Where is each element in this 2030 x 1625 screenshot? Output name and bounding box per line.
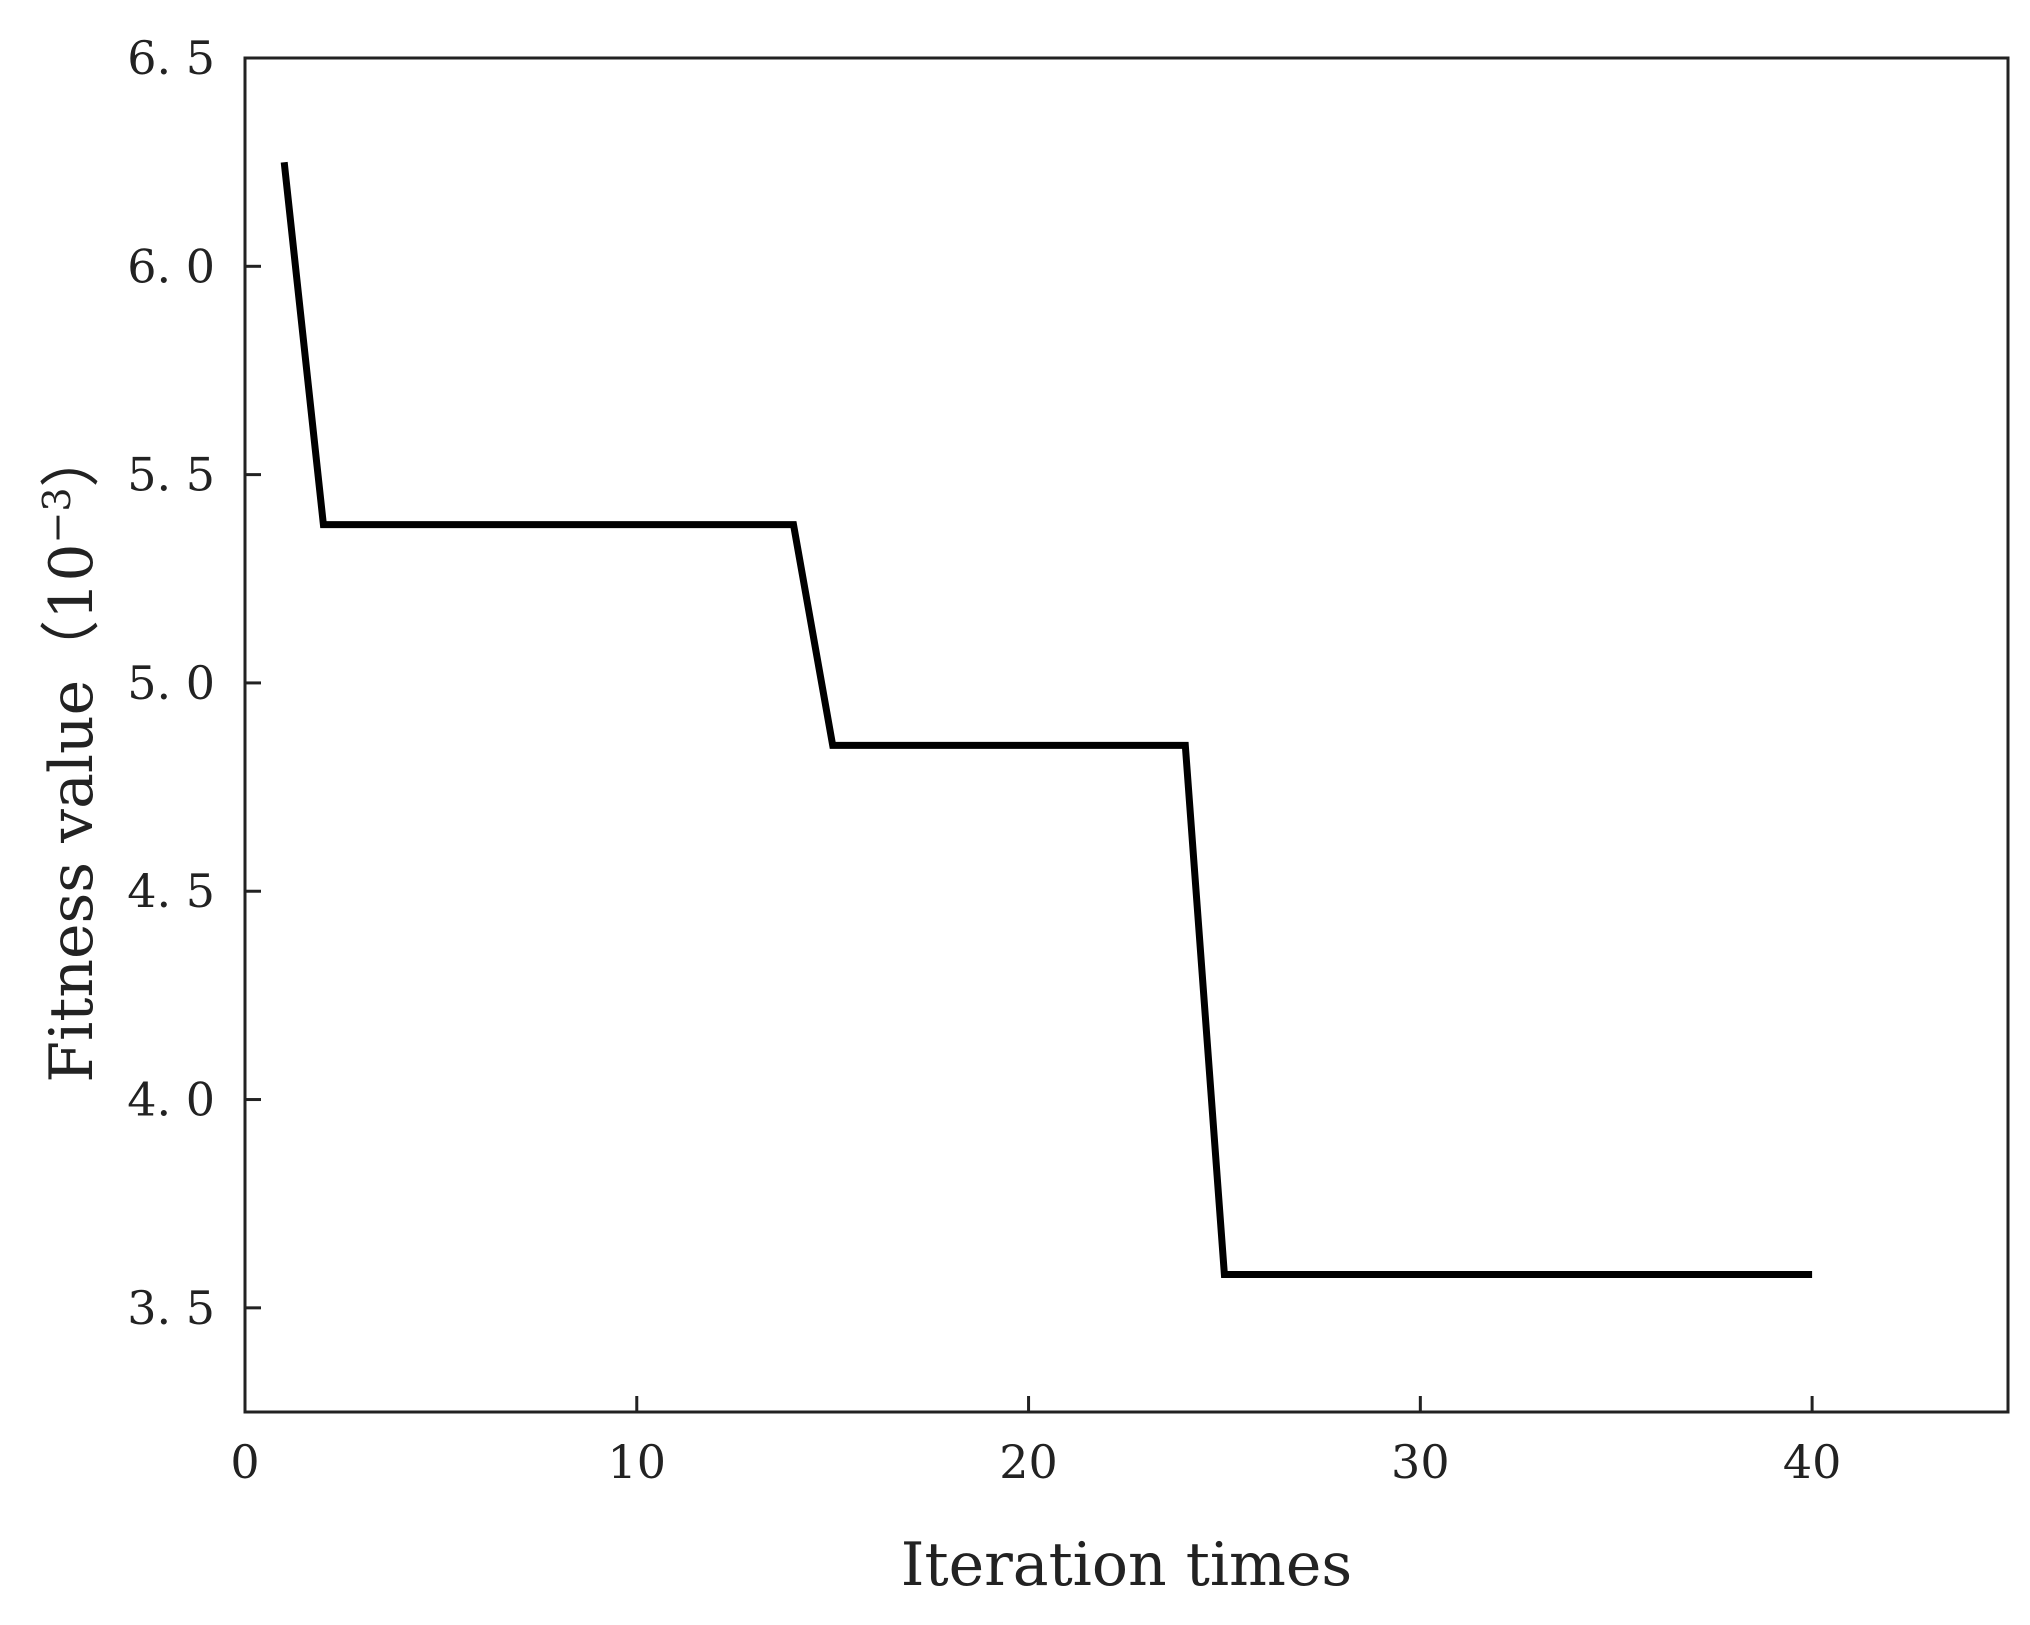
- ticks-layer: 0 10 20 30 40 3. 5 4. 0 4. 5 5. 0 5. 5 6. 0 6. 5: [127, 31, 1841, 1489]
- plot-frame: [245, 58, 2008, 1412]
- y-tick-label: 6. 5: [127, 31, 215, 85]
- x-axis-title: Iteration times: [901, 1530, 1352, 1600]
- y-axis-title: Fitness value（10−3）: [35, 427, 107, 1082]
- y-axis-title-exponent: −3: [35, 487, 79, 543]
- x-tick-label: 40: [1783, 1435, 1842, 1489]
- y-tick-label: 6. 0: [127, 239, 215, 293]
- x-tick-label: 30: [1391, 1435, 1450, 1489]
- y-axis-title-close: ）: [37, 427, 107, 487]
- y-tick-label: 3. 5: [127, 1281, 215, 1335]
- x-tick-label: 20: [999, 1435, 1058, 1489]
- y-axis-title-main: Fitness value（: [37, 620, 107, 1083]
- series-line: [284, 162, 1812, 1274]
- x-tick-label: 10: [608, 1435, 667, 1489]
- x-tick-label: 0: [230, 1435, 259, 1489]
- series-layer: [284, 162, 1812, 1274]
- y-tick-label: 4. 0: [127, 1073, 215, 1127]
- y-tick-label: 5. 0: [127, 656, 215, 710]
- y-tick-label: 4. 5: [127, 864, 215, 918]
- y-tick-label: 5. 5: [127, 448, 215, 502]
- y-axis-title-base: 10: [37, 543, 107, 619]
